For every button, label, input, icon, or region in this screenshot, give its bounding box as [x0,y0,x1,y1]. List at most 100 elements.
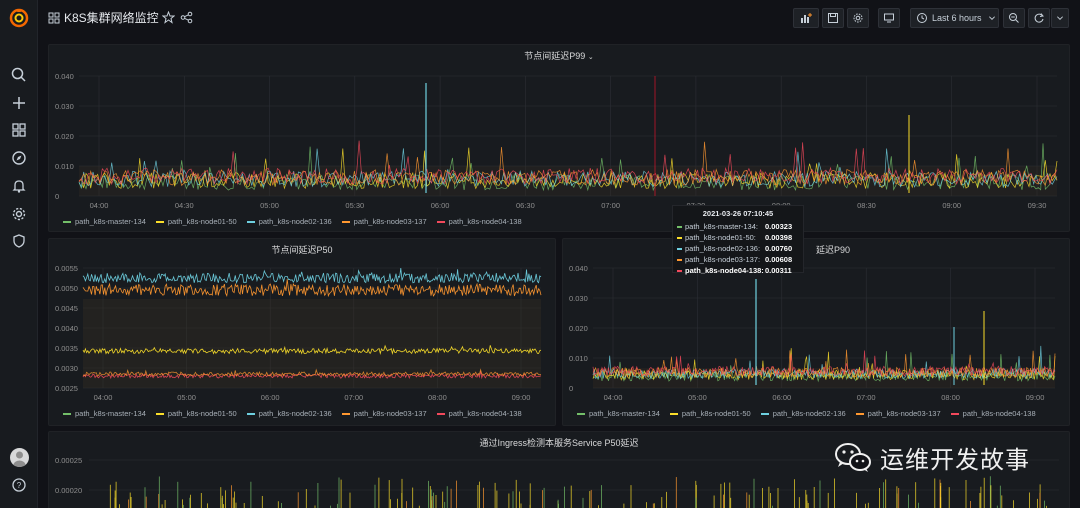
add-panel-icon [801,13,812,23]
x-tick-label: 05:00 [688,393,707,402]
tooltip-series-name: path_k8s-node02-136: [685,244,761,253]
chart-p50[interactable]: 0.0055 0.0050 0.0045 0.0040 0.0035 0.0030 0.00… [49,239,557,427]
panel-title[interactable]: 节点间延迟P50 [271,245,333,255]
dashboards-icon[interactable] [10,121,28,139]
legend-item[interactable]: path_k8s-node03-137 [855,409,941,418]
legend-label: path_k8s-master-134 [589,409,660,418]
legend-item[interactable]: path_k8s-node01-50 [155,217,237,226]
x-tick-label: 04:00 [90,201,109,210]
y-tick-label: 0.0050 [55,284,78,293]
legend-item[interactable]: path_k8s-node04-138 [436,409,522,418]
legend-item[interactable]: path_k8s-node03-137 [341,409,427,418]
legend-label: path_k8s-node03-137 [353,217,427,226]
tooltip-swatch [677,269,682,272]
legend-label: path_k8s-master-134 [75,217,146,226]
refresh-button[interactable] [1028,8,1050,28]
tooltip-row: path_k8s-node01-50: 0.00398 [677,232,799,243]
grafana-logo-icon[interactable] [9,8,29,28]
refresh-icon [1034,13,1044,23]
configuration-gear-icon[interactable] [10,205,28,223]
legend-swatch [760,412,769,415]
y-tick-label: 0.020 [569,324,588,333]
legend-p50: path_k8s-master-134 path_k8s-node01-50 pat… [63,409,522,418]
legend-item[interactable]: path_k8s-node03-137 [341,217,427,226]
legend-label: path_k8s-node04-138 [448,409,522,418]
legend-item[interactable]: path_k8s-node01-50 [669,409,751,418]
legend-label: path_k8s-node04-138 [962,409,1036,418]
chevron-down-icon[interactable]: ⌄ [587,54,594,61]
legend-swatch [246,220,255,223]
legend-item[interactable]: path_k8s-node04-138 [950,409,1036,418]
series-line [82,368,542,378]
panel-p99[interactable]: 节点间延迟P99 ⌄ 0.040 0.030 0.020 0.010 0 04:00 04:… [48,44,1070,232]
add-panel-button[interactable] [793,8,819,28]
y-tick-label: 0.020 [55,132,74,141]
chart-p90[interactable]: 0.040 0.030 0.020 0.010 0 04:00 05:00 06:00 07:0… [563,239,1071,427]
x-tick-label: 09:00 [1026,393,1045,402]
x-tick-label: 06:00 [431,201,450,210]
legend-label: path_k8s-node02-136 [258,409,332,418]
area-fill [83,299,541,388]
dashboard-title[interactable]: K8S集群网络监控 [64,11,159,25]
legend-item[interactable]: path_k8s-node02-136 [246,217,332,226]
legend-item[interactable]: path_k8s-node02-136 [246,409,332,418]
legend-item[interactable]: path_k8s-master-134 [63,217,146,226]
legend-swatch [577,412,585,415]
help-icon[interactable]: ? [10,476,28,494]
time-picker-button[interactable]: Last 6 hours [910,8,999,28]
legend-item[interactable]: path_k8s-node02-136 [760,409,846,418]
tooltip-series-name: path_k8s-node03-137: [685,255,761,264]
dashboard-grid-icon [48,12,60,24]
dashboard-navbar: K8S集群网络监控 Last 6 hours [38,0,1080,36]
cycle-view-mode-button[interactable] [878,8,900,28]
y-tick-label: 0.00020 [55,486,82,495]
save-dashboard-button[interactable] [822,8,844,28]
alerting-bell-icon[interactable] [10,177,28,195]
panel-p90[interactable]: 延迟P90 0.040 0.030 0.020 0.010 0 04:00 05:00 06:… [562,238,1070,426]
legend-swatch [436,412,445,415]
x-tick-label: 07:00 [344,393,363,402]
clock-icon [917,13,927,23]
user-avatar[interactable] [10,448,29,467]
tooltip-swatch [677,258,682,261]
server-admin-shield-icon[interactable] [10,232,28,250]
tooltip-swatch [677,225,682,228]
tooltip-swatch [677,247,682,250]
explore-compass-icon[interactable] [10,149,28,167]
series-line [78,141,1058,187]
x-tick-label: 05:30 [345,201,364,210]
share-icon[interactable] [180,11,193,24]
panel-p50[interactable]: 节点间延迟P50 0.0055 0.0050 0.0045 0.0040 0.0035 0… [48,238,556,426]
legend-swatch [63,412,71,415]
x-tick-label: 08:30 [857,201,876,210]
legend-item[interactable]: path_k8s-node01-50 [155,409,237,418]
panel-title[interactable]: 通过Ingress检测本服务Service P50延迟 [479,438,639,448]
legend-item[interactable]: path_k8s-master-134 [577,409,660,418]
plus-icon[interactable] [10,94,28,112]
save-icon [828,13,838,23]
dashboard-settings-button[interactable] [847,8,869,28]
series-line [82,268,542,284]
y-tick-label: 0.0035 [55,344,78,353]
panel-title[interactable]: 延迟P90 [815,245,850,255]
legend-item[interactable]: path_k8s-master-134 [63,409,146,418]
gear-icon [853,13,863,23]
x-tick-label: 07:00 [601,201,620,210]
y-tick-label: 0.00025 [55,456,82,465]
legend-label: path_k8s-node02-136 [258,217,332,226]
zoom-out-button[interactable] [1003,8,1025,28]
x-tick-label: 05:00 [260,201,279,210]
refresh-interval-dropdown[interactable] [1051,8,1069,28]
x-tick-label: 05:00 [177,393,196,402]
legend-swatch [669,412,678,415]
panel-title[interactable]: 节点间延迟P99 ⌄ [524,51,594,61]
legend-label: path_k8s-master-134 [75,409,146,418]
monitor-icon [884,13,894,23]
y-tick-label: 0.0040 [55,324,78,333]
search-icon[interactable] [10,66,28,84]
legend-label: path_k8s-node02-136 [772,409,846,418]
chart-p99[interactable]: 0.040 0.030 0.020 0.010 0 04:00 04:30 05:00 05:3… [49,45,1071,233]
panel-ingress[interactable]: 通过Ingress检测本服务Service P50延迟 0.00025 0.000… [48,431,1070,508]
legend-item[interactable]: path_k8s-node04-138 [436,217,522,226]
star-icon[interactable] [162,11,175,24]
